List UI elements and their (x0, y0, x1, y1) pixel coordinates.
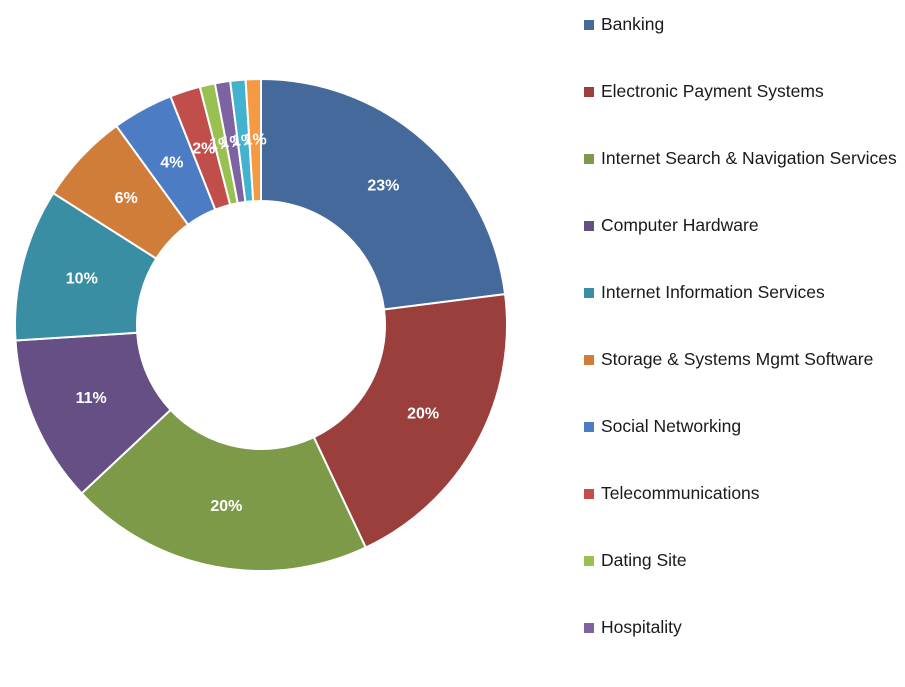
legend-label: Computer Hardware (601, 215, 759, 235)
donut-chart: 23%20%20%11%10%6%4%2%1%1%1%1% (14, 77, 508, 572)
donut-slice (312, 293, 508, 549)
legend-item: Telecommunications (584, 481, 902, 548)
legend-swatch (584, 355, 594, 365)
legend-swatch (584, 87, 594, 97)
legend-item: Internet Information Services (584, 280, 902, 347)
donut-slice (80, 408, 368, 572)
legend-label: Electronic Payment Systems (601, 81, 824, 101)
legend-label: Storage & Systems Mgmt Software (601, 349, 874, 369)
donut-slice (260, 77, 507, 311)
legend-item: Storage & Systems Mgmt Software (584, 347, 902, 414)
legend-item: Computer Hardware (584, 213, 902, 280)
legend-swatch (584, 221, 594, 231)
legend-item: Banking (584, 12, 902, 79)
legend-label: Dating Site (601, 550, 687, 570)
donut-slice (244, 77, 262, 203)
chart-legend: Banking Electronic Payment Systems Interne… (584, 12, 902, 682)
legend-label: Telecommunications (601, 483, 760, 503)
legend-label: Hospitality (601, 617, 682, 637)
legend-item: Hospitality (584, 615, 902, 682)
slice-data-label: 6% (115, 190, 138, 207)
legend-label: Social Networking (601, 416, 742, 436)
legend-swatch (584, 623, 594, 633)
legend-label: Internet Information Services (601, 282, 825, 302)
legend-label: Internet Search & Navigation Services (601, 148, 897, 168)
slice-data-label: 2% (192, 141, 215, 158)
legend-swatch (584, 20, 594, 30)
legend-item: Electronic Payment Systems (584, 79, 902, 146)
slice-data-label: 20% (210, 498, 242, 515)
slice-data-label: 11% (76, 390, 107, 407)
slice-data-label: 10% (66, 270, 98, 287)
legend-item: Dating Site (584, 548, 902, 615)
legend-swatch (584, 556, 594, 566)
legend-swatch (584, 288, 594, 298)
legend-swatch (584, 422, 594, 432)
slice-data-label: 23% (367, 178, 399, 195)
legend-label: Banking (601, 14, 665, 34)
legend-swatch (584, 489, 594, 499)
legend-item: Internet Search & Navigation Services (584, 146, 902, 213)
legend-item: Social Networking (584, 414, 902, 481)
slice-data-label: 1% (244, 132, 267, 149)
slice-data-label: 20% (407, 406, 439, 423)
legend-swatch (584, 154, 594, 164)
slice-data-label: 4% (160, 154, 183, 171)
